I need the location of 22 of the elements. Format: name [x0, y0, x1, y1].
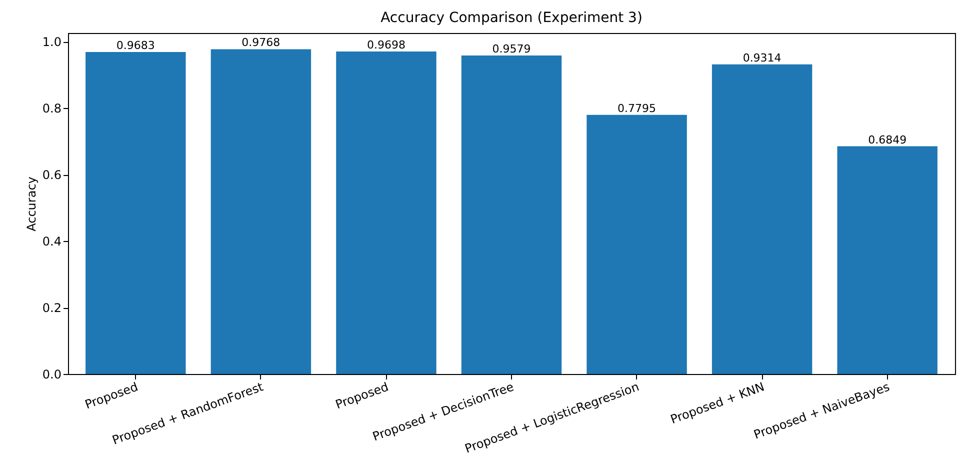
- y-tick-label: 0.4: [42, 234, 62, 249]
- data-label: 0.7795: [618, 102, 656, 115]
- y-tick-label: 0.6: [42, 168, 62, 182]
- data-label: 0.9768: [242, 36, 280, 50]
- bar: [336, 52, 436, 374]
- bar: [837, 146, 938, 374]
- data-label: 0.9579: [492, 42, 531, 56]
- data-label: 0.9698: [366, 38, 406, 52]
- bar: [712, 64, 812, 374]
- y-tick-label: 0.2: [42, 301, 62, 315]
- data-label: 0.6849: [868, 133, 907, 146]
- data-label: 0.9314: [742, 51, 782, 64]
- y-tick-label: 0.0: [42, 368, 62, 382]
- bar: [586, 114, 687, 374]
- y-axis-title: Accuracy: [24, 176, 38, 232]
- y-tick-label: 0.8: [42, 102, 62, 116]
- bar: [461, 56, 562, 374]
- bar: [210, 49, 312, 374]
- data-label: 0.9683: [116, 39, 155, 52]
- y-tick-label: 1.0: [42, 35, 62, 50]
- chart-title: Accuracy Comparison (Experiment 3): [380, 10, 642, 26]
- bar: [86, 52, 186, 374]
